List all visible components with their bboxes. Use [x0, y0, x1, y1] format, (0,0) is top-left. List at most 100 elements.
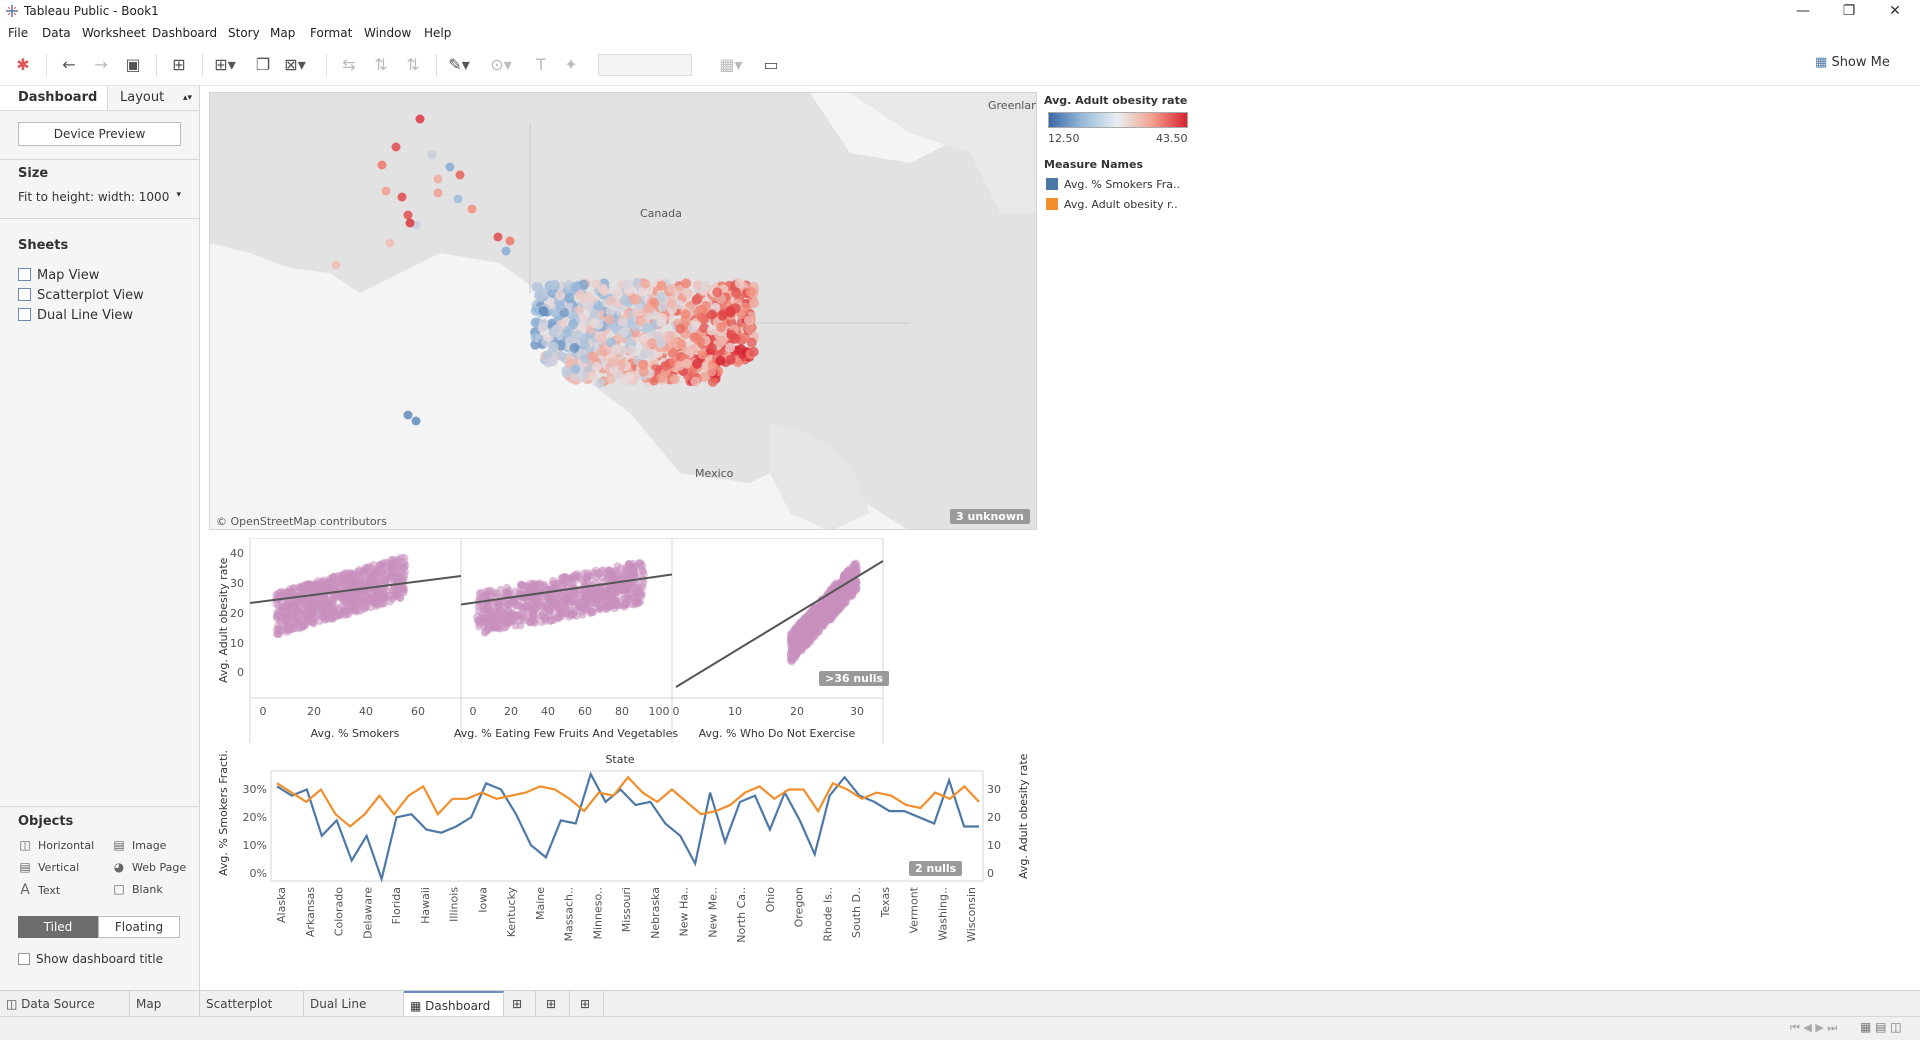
undo-icon[interactable]: ←	[62, 55, 76, 74]
scatter-point	[563, 591, 572, 600]
pin-icon[interactable]: ✦	[564, 55, 578, 74]
scatter-point	[602, 605, 611, 614]
tab-dashboard[interactable]: Dashboard	[0, 86, 108, 110]
tab-dual-line-view[interactable]: Dual Line View	[304, 991, 404, 1037]
scatter-point	[393, 590, 402, 599]
county-point	[691, 295, 702, 305]
county-point	[706, 342, 717, 353]
scatter-x-title-smokers: Avg. % Smokers	[311, 727, 400, 740]
tab-layout-label: Layout	[120, 90, 165, 105]
sheet-item-scatterplot-view[interactable]: Scatterplot View	[18, 288, 144, 303]
object-blank[interactable]: □ Blank	[112, 882, 162, 896]
device-preview-button[interactable]: Device Preview	[18, 122, 181, 146]
presentation-mode-icon[interactable]: ▭	[763, 55, 779, 74]
map-view[interactable]: Greenlan Canada Mexico © OpenStreetMap c…	[209, 92, 1037, 530]
minimize-icon[interactable]: —	[1796, 3, 1810, 19]
tiled-button[interactable]: Tiled	[18, 916, 98, 938]
scatter-point	[572, 602, 581, 611]
menu-format[interactable]: Format	[310, 26, 353, 40]
size-dropdown[interactable]: Fit to height: width: 1000 ▾	[18, 190, 183, 208]
menu-help[interactable]: Help	[424, 26, 452, 40]
menu-worksheet[interactable]: Worksheet	[82, 26, 146, 40]
floating-button[interactable]: Floating	[98, 916, 180, 938]
object-image[interactable]: ▤ Image	[112, 838, 166, 852]
menu-file[interactable]: File	[8, 26, 29, 40]
tableau-home-icon[interactable]: ✱	[16, 55, 30, 74]
redo-icon[interactable]: →	[94, 55, 108, 74]
measure-legend-item[interactable]: Avg. Adult obesity r..	[1046, 198, 1178, 211]
menu-story[interactable]: Story	[228, 26, 260, 40]
menu-dashboard[interactable]: Dashboard	[152, 26, 218, 40]
county-point	[578, 293, 589, 304]
scatterplot-view[interactable]: Avg. Adult obesity rate 40 30 20 10 0 0 …	[209, 537, 1037, 743]
scatter-point	[841, 586, 850, 595]
menu-data[interactable]: Data	[42, 26, 71, 40]
tab-data-source[interactable]: ◫ Data Source	[0, 991, 130, 1017]
new-story-tab-icon[interactable]: ⊞	[574, 991, 604, 1017]
scatter-y-tick: 10	[230, 637, 244, 650]
cards-icon[interactable]: ▦▾	[719, 55, 743, 74]
sheet-item-dual-line-view[interactable]: Dual Line View	[18, 308, 133, 323]
nulls-badge[interactable]: >36 nulls	[819, 671, 890, 686]
close-icon[interactable]: ✕	[1889, 3, 1901, 19]
scatter-point	[275, 608, 284, 617]
highlight-icon[interactable]: ✎▾	[448, 55, 470, 74]
county-point	[725, 354, 736, 365]
object-label: Image	[132, 839, 167, 852]
label-icon[interactable]: T	[536, 55, 546, 74]
sort-ascending-icon[interactable]: ⇅	[374, 55, 388, 74]
state-label: Rhode Is..	[821, 887, 834, 942]
new-worksheet-icon[interactable]: ⊞▾	[214, 55, 236, 74]
scatter-point	[284, 590, 293, 599]
line-nulls-badge[interactable]: 2 nulls	[909, 861, 963, 876]
county-point	[716, 322, 727, 333]
county-point	[596, 333, 607, 344]
new-worksheet-tab-icon[interactable]: ⊞	[506, 991, 536, 1017]
new-dashboard-tab-icon[interactable]: ⊞	[540, 991, 570, 1017]
chevron-down-icon: ▾	[176, 190, 181, 200]
scatter-point	[310, 580, 318, 589]
group-icon[interactable]: ⊙▾	[490, 55, 512, 74]
object-web-page[interactable]: ◕ Web Page	[112, 860, 186, 874]
county-point	[580, 353, 591, 364]
county-point	[743, 315, 754, 326]
unknown-badge[interactable]: 3 unknown	[950, 509, 1030, 524]
sheet-item-map-view[interactable]: Map View	[18, 268, 99, 283]
tab-map-view[interactable]: Map View	[130, 991, 200, 1037]
scatter-point	[789, 639, 798, 647]
scatter-point	[619, 572, 628, 581]
scatter-point	[634, 589, 642, 597]
color-legend-ramp[interactable]	[1048, 112, 1188, 128]
duplicate-sheet-icon[interactable]: ❐	[255, 55, 271, 74]
show-me-button[interactable]: ▦ Show Me	[1815, 55, 1890, 70]
county-point	[593, 301, 604, 312]
scatter-point	[371, 587, 380, 596]
save-icon[interactable]: ▣	[125, 55, 141, 74]
measure-legend-item[interactable]: Avg. % Smokers Fra..	[1046, 178, 1180, 191]
object-label: Text	[38, 884, 61, 897]
tableau-logo-icon	[6, 5, 18, 17]
menu-map[interactable]: Map	[270, 26, 296, 40]
tab-scatterplot-view[interactable]: Scatterplot View	[200, 991, 304, 1037]
object-horizontal[interactable]: ◫ Horizontal	[18, 838, 94, 852]
sort-descending-icon[interactable]: ⇅	[406, 55, 420, 74]
tab-dashboard-1[interactable]: ▦ Dashboard 1	[404, 991, 504, 1039]
scatter-point	[490, 616, 499, 625]
dual-line-view[interactable]: State Avg. % Smokers Fracti.. Avg. Adult…	[209, 747, 1037, 976]
worksheet-icon	[18, 308, 31, 321]
view-mode-icons[interactable]: ▦ ▤ ◫	[1860, 1020, 1902, 1034]
scatter-y-tick: 20	[230, 607, 244, 620]
new-data-source-icon[interactable]: ⊞	[172, 55, 186, 74]
restore-icon[interactable]: ❐	[1842, 3, 1856, 19]
tab-nav-icon[interactable]: ⏮ ◀ ▶ ⏭	[1790, 1021, 1838, 1034]
clear-sheet-icon[interactable]: ⊠▾	[284, 55, 306, 74]
object-text[interactable]: A Text	[18, 882, 60, 898]
line-x-labels: Alaska Arkansas Colorado Delaware Florida Haw…	[275, 886, 978, 942]
county-point	[593, 319, 604, 330]
tab-layout[interactable]: Layout ▴▾	[108, 86, 200, 110]
menu-window[interactable]: Window	[364, 26, 412, 40]
swap-icon[interactable]: ⇆	[342, 55, 356, 74]
fit-dropdown[interactable]	[598, 54, 692, 76]
show-title-checkbox[interactable]: Show dashboard title	[18, 952, 163, 966]
object-vertical[interactable]: ▤ Vertical	[18, 860, 79, 874]
